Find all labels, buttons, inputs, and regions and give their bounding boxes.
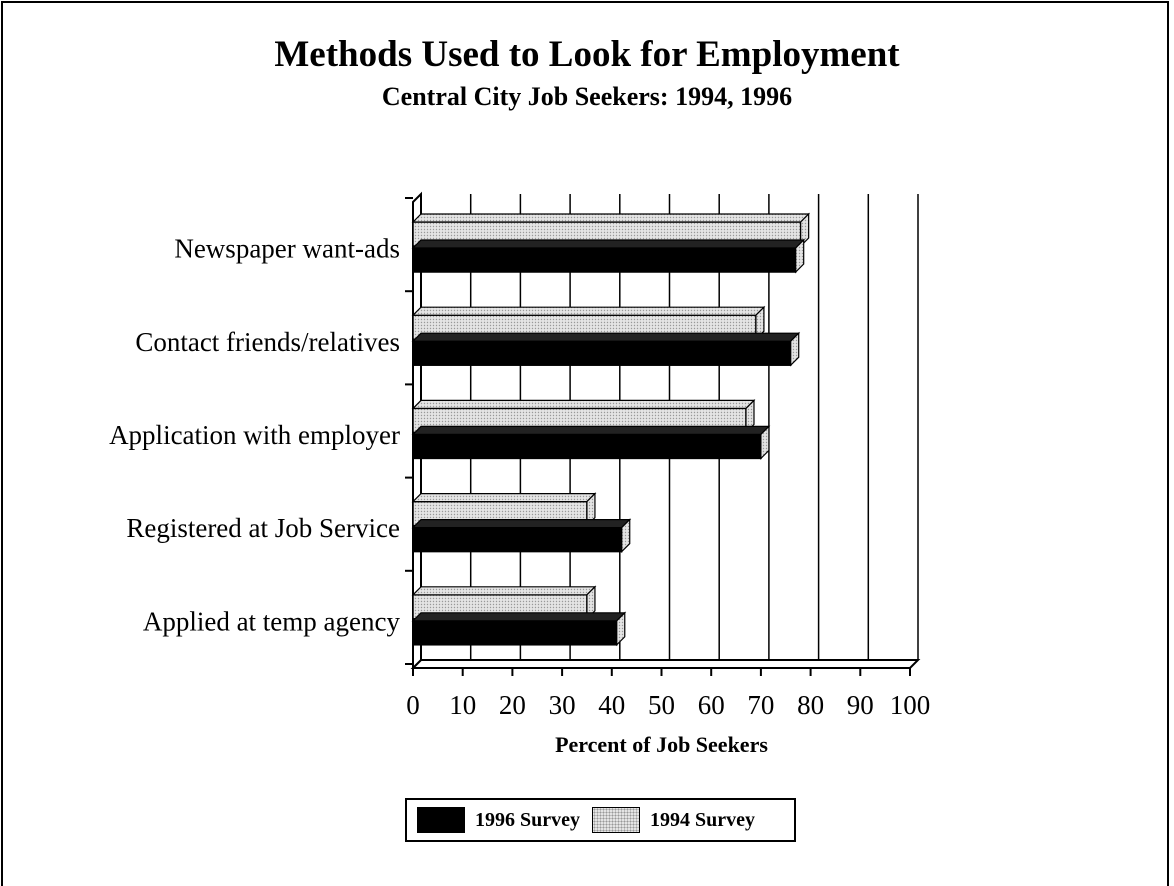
x-tick-label-60: 60 — [698, 690, 725, 720]
bar-1996-0 — [412, 247, 797, 273]
x-tick-label-10: 10 — [449, 690, 476, 720]
bar-1994-2-top — [411, 399, 756, 409]
category-label-4: Applied at temp agency — [143, 606, 401, 636]
bar-1996-2-end — [760, 424, 770, 460]
x-tick-label-90: 90 — [847, 690, 874, 720]
category-label-0: Newspaper want-ads — [174, 234, 400, 264]
bar-1994-3-top — [411, 493, 597, 503]
category-label-1: Contact friends/relatives — [135, 327, 400, 357]
x-axis-title: Percent of Job Seekers — [555, 732, 768, 757]
chart-subtitle: Central City Job Seekers: 1994, 1996 — [381, 82, 793, 111]
bar-1996-4-top — [411, 612, 627, 622]
x-tick-label-70: 70 — [747, 690, 774, 720]
bar-1996-2 — [412, 433, 762, 460]
bar-1994-1-top — [411, 306, 766, 316]
x-tick-label-30: 30 — [549, 690, 576, 720]
legend: 1996 Survey 1994 Survey — [405, 798, 796, 842]
bar-1994-2-end — [745, 398, 755, 434]
x-tick-label-20: 20 — [499, 690, 526, 720]
bar-1996-2-top — [411, 425, 771, 435]
x-tick-label-0: 0 — [406, 690, 420, 720]
bar-1996-1 — [412, 340, 792, 366]
legend-swatch-1996 — [417, 807, 465, 833]
bar-1996-3-end — [621, 518, 631, 554]
chart-title: Methods Used to Look for Employment — [274, 34, 900, 75]
plot-floor — [410, 659, 921, 669]
bar-1996-0-top — [411, 239, 806, 249]
legend-item-1994: 1994 Survey — [580, 807, 755, 833]
bar-1994-3-end — [586, 492, 596, 528]
bar-1996-0-end — [795, 238, 805, 274]
legend-label-1996: 1996 Survey — [475, 808, 580, 831]
category-label-3: Registered at Job Service — [126, 513, 400, 543]
legend-item-1996: 1996 Survey — [417, 807, 580, 833]
bar-1996-3 — [412, 526, 623, 553]
x-tick-label-50: 50 — [648, 690, 675, 720]
bar-1994-4-top — [411, 586, 597, 596]
bar-1996-4 — [412, 620, 618, 646]
x-tick-label-80: 80 — [797, 690, 824, 720]
x-tick-label-100: 100 — [890, 690, 931, 720]
category-label-2: Application with employer — [109, 420, 400, 450]
bar-1994-0-end — [800, 212, 810, 248]
bar-1996-1-top — [411, 332, 801, 342]
bar-1996-1-end — [790, 331, 800, 367]
bar-1994-0-top — [411, 213, 811, 223]
bar-1994-1-end — [755, 305, 765, 341]
legend-label-1994: 1994 Survey — [650, 808, 755, 831]
bar-1996-3-top — [411, 518, 632, 529]
x-tick-label-40: 40 — [598, 690, 625, 720]
plot-area: Newspaper want-ads Contact friends/relati… — [109, 191, 931, 757]
bar-1996-4-end — [616, 611, 626, 647]
bar-1994-4-end — [586, 585, 596, 621]
legend-swatch-1994 — [592, 807, 640, 833]
